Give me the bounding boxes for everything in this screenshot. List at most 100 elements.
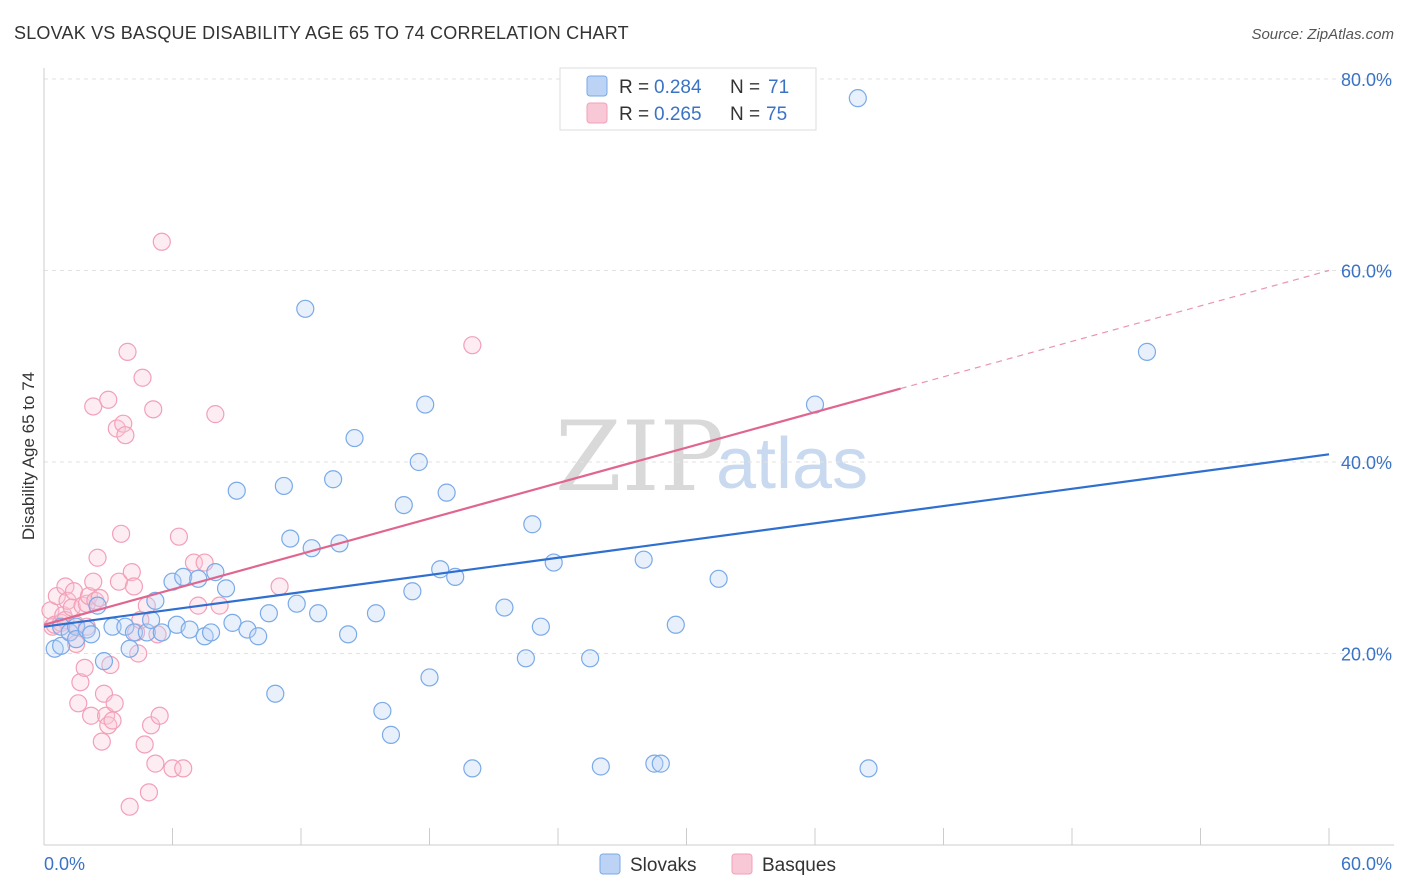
- slovaks-point-66: [709, 569, 728, 588]
- slovaks-point-62: [634, 550, 653, 569]
- slovaks-point-20: [174, 567, 193, 587]
- slovaks-point-54: [463, 759, 482, 778]
- stats-r-label-slovaks: R =: [619, 77, 649, 98]
- slovaks-point-45: [381, 725, 401, 744]
- watermark-atlas: atlas: [716, 424, 868, 504]
- slovaks-point-13: [124, 623, 144, 642]
- trend-lines: [43, 269, 1330, 628]
- slovaks-point-31: [259, 604, 278, 623]
- grid: [44, 78, 1394, 654]
- slovaks-point-33: [274, 476, 293, 496]
- series-legend: Slovaks Basques: [599, 853, 836, 876]
- basques-point-34: [105, 694, 124, 713]
- basques-point-58: [169, 527, 189, 546]
- slovaks-point-46: [394, 495, 413, 515]
- slovaks-point-50: [420, 668, 439, 687]
- slovaks-point-60: [581, 649, 600, 668]
- slovaks-point-29: [238, 620, 257, 639]
- basques-point-41: [120, 797, 139, 816]
- slovaks-point-17: [152, 623, 171, 642]
- basques-point-23: [84, 572, 103, 591]
- slovaks-point-39: [324, 470, 343, 489]
- y-tick-label-40: 40.0%: [1341, 453, 1392, 473]
- slovaks-point-36: [296, 299, 315, 318]
- basques-point-59: [174, 759, 193, 778]
- slovaks-point-2: [52, 636, 71, 655]
- slovaks-point-30: [249, 627, 268, 646]
- legend-label-basques: Basques: [762, 855, 836, 876]
- basques-point-65: [270, 577, 289, 596]
- slovaks-point-64: [651, 754, 670, 773]
- slovaks-point-55: [495, 598, 514, 617]
- y-tick-label-20: 20.0%: [1341, 645, 1392, 665]
- slovaks-point-65: [666, 615, 685, 634]
- watermark-zip: ZIP: [555, 401, 724, 513]
- y-tick-label-60: 60.0%: [1341, 262, 1392, 282]
- axes: [43, 68, 1394, 846]
- slovaks-point-16: [146, 591, 165, 610]
- slovaks-point-48: [409, 452, 428, 472]
- slovaks-point-69: [859, 759, 878, 778]
- chart-title: SLOVAK VS BASQUE DISABILITY AGE 65 TO 74…: [14, 23, 629, 43]
- slovaks-point-9: [94, 652, 114, 671]
- basques-point-17: [75, 658, 94, 677]
- stats-n-label-basques: N =: [730, 104, 760, 125]
- basques-point-6: [56, 577, 75, 596]
- basques-point-38: [114, 414, 133, 433]
- slovaks-point-41: [339, 625, 358, 644]
- slovaks-point-52: [437, 483, 456, 502]
- slovaks-point-27: [223, 613, 242, 632]
- legend-swatch-slovaks: [599, 853, 621, 875]
- stats-r-value-slovaks: 0.284: [654, 77, 702, 98]
- basques-point-48: [135, 735, 154, 754]
- basques-point-45: [129, 644, 148, 663]
- slovaks-point-43: [366, 604, 386, 623]
- stats-n-label-slovaks: N =: [730, 77, 760, 98]
- slovaks-point-70: [1137, 342, 1157, 361]
- slovaks-point-42: [345, 428, 364, 448]
- y-tick-label-80: 80.0%: [1341, 70, 1392, 90]
- basques-point-56: [152, 232, 171, 251]
- slovaks-point-37: [302, 539, 321, 558]
- basques-point-52: [144, 400, 163, 419]
- basques-point-47: [133, 368, 152, 387]
- x-tick-label-0: 0.0%: [44, 854, 85, 874]
- trend-line-slovaks: [43, 453, 1330, 628]
- chart-source: Source: ZipAtlas.com: [1251, 26, 1394, 43]
- basques-point-57: [163, 759, 182, 778]
- basques-point-22: [84, 397, 103, 416]
- slovaks-point-24: [201, 623, 221, 642]
- slovaks-point-49: [416, 395, 435, 414]
- slovaks-point-44: [373, 701, 392, 721]
- series-basques: [41, 232, 482, 816]
- basques-point-43: [124, 577, 144, 596]
- slovaks-point-12: [120, 639, 139, 658]
- legend-swatch-basques: [731, 853, 753, 875]
- y-axis-label: Disability Age 65 to 74: [19, 372, 38, 540]
- basques-point-25: [88, 548, 107, 567]
- stats-n-value-basques: 75: [766, 104, 787, 125]
- series-slovaks: [45, 89, 1157, 778]
- basques-point-33: [103, 711, 122, 730]
- slovaks-point-63: [645, 754, 664, 773]
- stats-r-label-basques: R =: [619, 104, 649, 125]
- y-tick-labels: 20.0% 40.0% 60.0% 80.0%: [1341, 70, 1392, 665]
- stats-r-value-basques: 0.265: [654, 104, 702, 125]
- legend-label-slovaks: Slovaks: [630, 855, 697, 876]
- stats-legend-swatch-slovaks: [586, 75, 608, 97]
- slovaks-point-32: [266, 684, 285, 703]
- slovaks-point-57: [523, 515, 542, 534]
- slovaks-point-26: [216, 579, 236, 598]
- slovaks-point-61: [591, 757, 610, 776]
- watermark: ZIP atlas: [555, 401, 868, 513]
- basques-point-63: [206, 405, 225, 424]
- basques-point-66: [463, 336, 482, 355]
- slovaks-point-7: [82, 625, 101, 644]
- basques-point-42: [122, 563, 141, 582]
- basques-point-40: [118, 342, 137, 361]
- trend-line-extension-basques: [900, 269, 1330, 390]
- basques-point-14: [69, 694, 88, 713]
- x-tick-label-60: 60.0%: [1341, 854, 1392, 874]
- slovaks-point-34: [281, 529, 300, 548]
